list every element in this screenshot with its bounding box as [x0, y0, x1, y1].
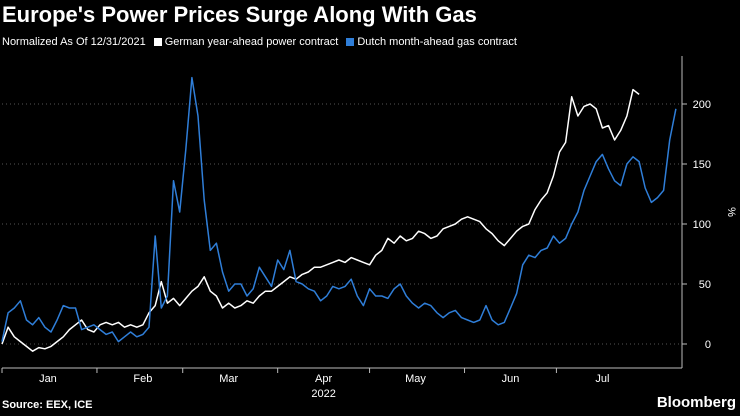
x-tick-label: Jun [502, 373, 520, 385]
legend-swatch-power [153, 38, 162, 46]
x-tick-label: Mar [219, 373, 238, 385]
chart-title: Europe's Power Prices Surge Along With G… [2, 2, 477, 27]
bloomberg-logo: Bloomberg [656, 394, 736, 411]
chart-subtitle: Normalized As Of 12/31/2021 [2, 36, 146, 48]
series-line-power [1, 88, 640, 352]
x-axis-label: 2022 [311, 388, 335, 400]
y-axis-label: % [725, 207, 737, 217]
x-tick-label: Jul [595, 373, 609, 385]
x-tick-label: Feb [133, 373, 152, 385]
legend: Normalized As Of 12/31/2021 German year-… [2, 36, 517, 48]
series-line-gas [1, 76, 677, 343]
y-tick-label: 100 [693, 219, 711, 231]
source-note: Source: EEX, ICE [2, 399, 93, 411]
legend-label-power: German year-ahead power contract [164, 36, 339, 48]
y-tick-label: 50 [699, 279, 711, 291]
x-tick-label: May [405, 373, 426, 385]
x-tick-label: Jan [39, 373, 57, 385]
y-tick-label: 0 [705, 339, 711, 351]
y-tick-label: 150 [693, 159, 711, 171]
legend-swatch-gas [346, 38, 355, 46]
legend-label-gas: Dutch month-ahead gas contract [357, 36, 517, 48]
y-tick-label: 200 [693, 99, 711, 111]
x-tick-label: Apr [315, 373, 332, 385]
